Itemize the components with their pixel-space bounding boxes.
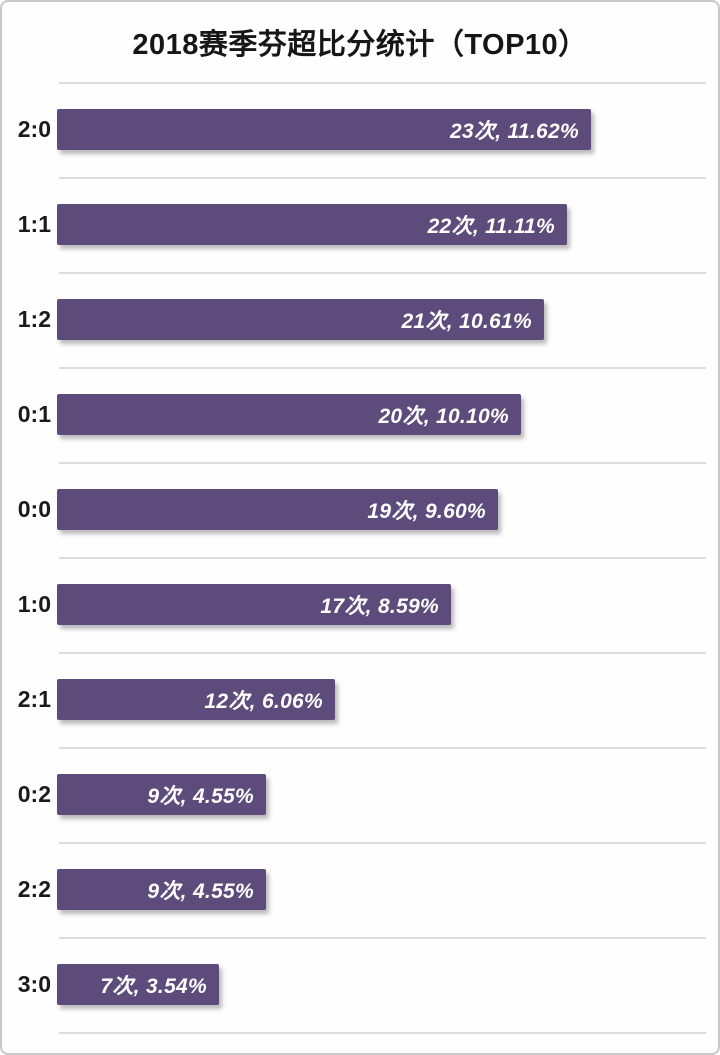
category-label: 2:0: [17, 116, 51, 142]
bar-label: 7次, 3.54%: [100, 974, 207, 998]
category-label: 1:0: [17, 591, 51, 617]
bar: 23次, 11.62%: [57, 109, 591, 150]
chart-title: 2018赛季芬超比分统计（TOP10）: [132, 29, 588, 61]
bar: 21次, 10.61%: [57, 299, 544, 340]
category-label: 0:0: [17, 496, 51, 522]
chart-row: 1:2 21次, 10.61%: [2, 272, 718, 367]
bar: 22次, 11.11%: [57, 204, 567, 245]
row-inner: 2:2 9次, 4.55%: [2, 842, 718, 937]
row-separator: [59, 747, 706, 749]
bar: 19次, 9.60%: [57, 489, 498, 530]
chart-row: 2:0 23次, 11.62%: [2, 82, 718, 177]
category-label: 2:1: [17, 686, 51, 712]
bar-label: 21次, 10.61%: [401, 309, 532, 333]
category-label: 0:1: [17, 401, 51, 427]
row-inner: 0:1 20次, 10.10%: [2, 367, 718, 462]
bar-label: 22次, 11.11%: [427, 214, 555, 238]
bar-label: 23次, 11.62%: [450, 119, 579, 143]
bar-label: 12次, 6.06%: [204, 689, 323, 713]
row-separator: [59, 462, 706, 464]
bar: 17次, 8.59%: [57, 584, 451, 625]
chart-rows: 2:0 23次, 11.62% 1:1 22次, 11.11% 1:2 21次,…: [2, 82, 718, 1032]
chart-row: 0:0 19次, 9.60%: [2, 462, 718, 557]
row-separator: [59, 82, 706, 84]
chart-row: 1:0 17次, 8.59%: [2, 557, 718, 652]
row-separator: [59, 842, 706, 844]
bar-label: 17次, 8.59%: [320, 594, 439, 618]
chart-title-area: 2018赛季芬超比分统计（TOP10）: [2, 2, 718, 82]
bar-label: 9次, 4.55%: [147, 784, 254, 808]
bar-label: 9次, 4.55%: [147, 879, 254, 903]
row-inner: 0:0 19次, 9.60%: [2, 462, 718, 557]
row-separator: [59, 937, 706, 939]
chart-row: 0:2 9次, 4.55%: [2, 747, 718, 842]
chart-row: 2:1 12次, 6.06%: [2, 652, 718, 747]
row-separator: [59, 272, 706, 274]
category-label: 3:0: [17, 971, 51, 997]
bar: 20次, 10.10%: [57, 394, 521, 435]
chart-row: 2:2 9次, 4.55%: [2, 842, 718, 937]
chart-row: 3:0 7次, 3.54%: [2, 937, 718, 1032]
row-inner: 3:0 7次, 3.54%: [2, 937, 718, 1032]
category-label: 1:1: [17, 211, 51, 237]
chart-row: 0:1 20次, 10.10%: [2, 367, 718, 462]
category-label: 1:2: [17, 306, 51, 332]
bar: 9次, 4.55%: [57, 869, 266, 910]
chart-row: 1:1 22次, 11.11%: [2, 177, 718, 272]
row-inner: 1:0 17次, 8.59%: [2, 557, 718, 652]
row-inner: 2:0 23次, 11.62%: [2, 82, 718, 177]
bar-label: 20次, 10.10%: [378, 404, 509, 428]
category-label: 2:2: [17, 876, 51, 902]
row-separator: [59, 367, 706, 369]
bottom-separator: [59, 1032, 706, 1034]
row-inner: 1:1 22次, 11.11%: [2, 177, 718, 272]
bar-label: 19次, 9.60%: [367, 499, 486, 523]
row-inner: 0:2 9次, 4.55%: [2, 747, 718, 842]
category-label: 0:2: [17, 781, 51, 807]
bar: 9次, 4.55%: [57, 774, 266, 815]
bar: 7次, 3.54%: [57, 964, 219, 1005]
row-separator: [59, 652, 706, 654]
row-inner: 2:1 12次, 6.06%: [2, 652, 718, 747]
row-separator: [59, 177, 706, 179]
bar: 12次, 6.06%: [57, 679, 335, 720]
row-inner: 1:2 21次, 10.61%: [2, 272, 718, 367]
row-separator: [59, 557, 706, 559]
